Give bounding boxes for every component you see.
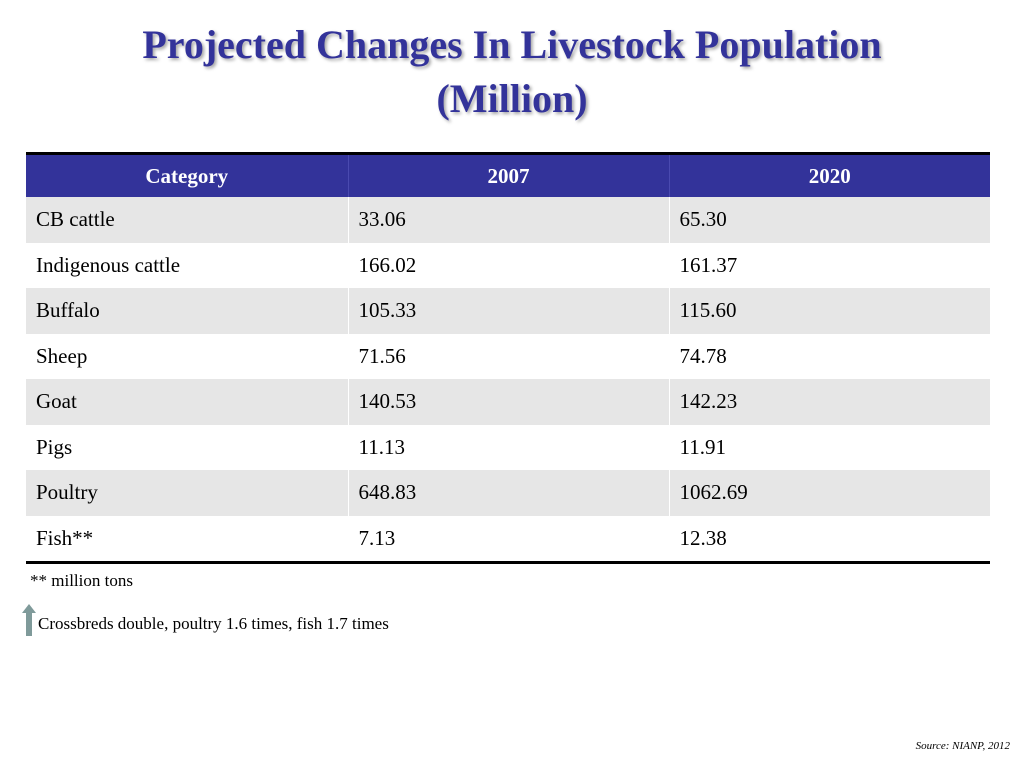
table-row: Buffalo 105.33 115.60 bbox=[26, 288, 990, 334]
table-row: CB cattle 33.06 65.30 bbox=[26, 197, 990, 243]
cell-2007: 105.33 bbox=[347, 288, 669, 334]
cell-category: CB cattle bbox=[26, 197, 348, 243]
cell-2020: 65.30 bbox=[668, 197, 990, 243]
header-2007: 2007 bbox=[347, 153, 669, 197]
cell-category: Poultry bbox=[26, 470, 348, 516]
cell-2007: 71.56 bbox=[347, 333, 669, 379]
table-row: Sheep 71.56 74.78 bbox=[26, 333, 990, 379]
cell-category: Indigenous cattle bbox=[26, 242, 348, 288]
title-line-1: Projected Changes In Livestock Populatio… bbox=[142, 22, 882, 67]
header-category: Category bbox=[26, 153, 348, 197]
footnote: ** million tons bbox=[30, 571, 133, 590]
table-header-row: Category 2007 2020 bbox=[26, 153, 990, 197]
table-row: Pigs 11.13 11.91 bbox=[26, 424, 990, 470]
table-row: Poultry 648.83 1062.69 bbox=[26, 470, 990, 516]
cell-2020: 142.23 bbox=[668, 379, 990, 425]
cell-category: Fish** bbox=[26, 515, 348, 563]
header-2020: 2020 bbox=[668, 153, 990, 197]
table-row: Goat 140.53 142.23 bbox=[26, 379, 990, 425]
livestock-table: Category 2007 2020 CB cattle 33.06 65.30… bbox=[26, 152, 990, 564]
summary-note-text: Crossbreds double, poultry 1.6 times, fi… bbox=[38, 614, 389, 633]
summary-note: Crossbreds double, poultry 1.6 times, fi… bbox=[22, 602, 389, 636]
cell-2020: 74.78 bbox=[668, 333, 990, 379]
cell-2007: 7.13 bbox=[347, 515, 669, 563]
cell-2007: 11.13 bbox=[347, 424, 669, 470]
cell-2020: 11.91 bbox=[668, 424, 990, 470]
cell-2007: 166.02 bbox=[347, 242, 669, 288]
title-line-2: (Million) bbox=[436, 76, 588, 121]
cell-2020: 1062.69 bbox=[668, 470, 990, 516]
cell-2020: 12.38 bbox=[668, 515, 990, 563]
up-arrow-icon bbox=[22, 604, 36, 636]
slide-title: Projected Changes In Livestock Populatio… bbox=[0, 18, 1024, 126]
source-citation: Source: NIANP, 2012 bbox=[915, 740, 1010, 752]
cell-2007: 140.53 bbox=[347, 379, 669, 425]
cell-category: Pigs bbox=[26, 424, 348, 470]
cell-2007: 33.06 bbox=[347, 197, 669, 243]
cell-2020: 161.37 bbox=[668, 242, 990, 288]
cell-2020: 115.60 bbox=[668, 288, 990, 334]
cell-category: Goat bbox=[26, 379, 348, 425]
cell-category: Buffalo bbox=[26, 288, 348, 334]
table-row: Fish** 7.13 12.38 bbox=[26, 515, 990, 563]
cell-category: Sheep bbox=[26, 333, 348, 379]
table-row: Indigenous cattle 166.02 161.37 bbox=[26, 242, 990, 288]
cell-2007: 648.83 bbox=[347, 470, 669, 516]
